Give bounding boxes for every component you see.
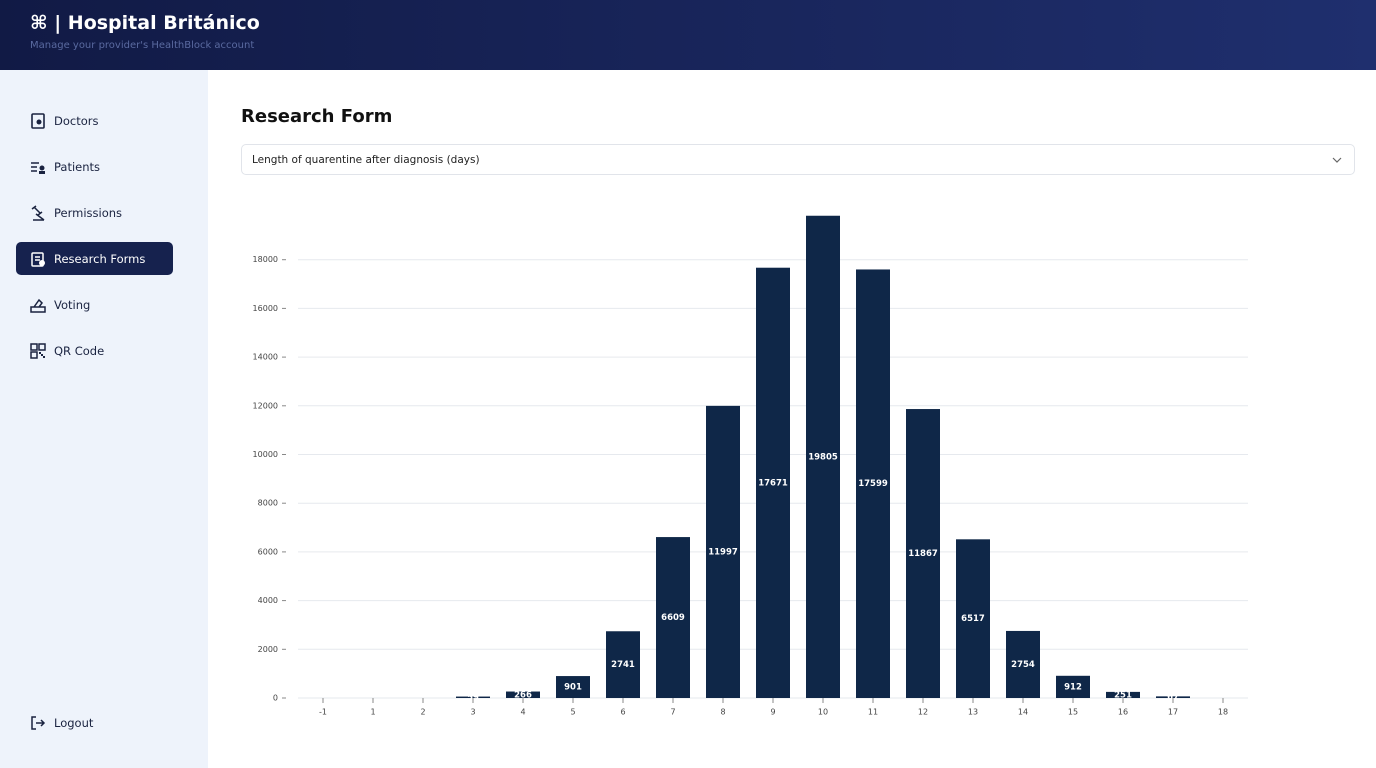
- nav-label: Logout: [54, 715, 94, 730]
- value-label: 67: [1167, 693, 1179, 703]
- bar: [456, 696, 490, 698]
- bar: [856, 269, 890, 698]
- bar: [1156, 696, 1190, 698]
- value-label: 912: [1064, 682, 1082, 692]
- value-label: 266: [514, 690, 532, 700]
- x-tick-label: 6: [620, 708, 625, 717]
- x-tick-label: 3: [470, 708, 475, 717]
- nav-item[interactable]: Patients: [16, 150, 173, 183]
- y-tick-label: 4000: [258, 596, 278, 605]
- value-label: 901: [564, 683, 582, 693]
- x-tick-label: 18: [1218, 708, 1228, 717]
- icon: [30, 342, 46, 359]
- icon: [31, 204, 45, 221]
- value-label: 11867: [908, 549, 938, 559]
- select-value: Length of quarentine after diagnosis (da…: [252, 153, 480, 166]
- x-tick-label: -1: [319, 708, 327, 717]
- nav-item[interactable]: Voting: [16, 288, 173, 321]
- x-tick-label: 14: [1018, 708, 1028, 717]
- value-label: 17671: [758, 478, 788, 488]
- nav-label: Doctors: [54, 113, 99, 128]
- x-tick-label: 8: [720, 708, 725, 717]
- x-tick-label: 4: [520, 708, 525, 717]
- bar: [556, 676, 590, 698]
- value-label: 11997: [708, 547, 738, 557]
- nav-label: Voting: [54, 297, 91, 312]
- x-tick-label: 11: [868, 708, 878, 717]
- app-title: ⌘ | Hospital Británico: [30, 12, 260, 34]
- bar: [1056, 675, 1090, 698]
- bar: [706, 405, 740, 698]
- nav-item[interactable]: QR Code: [16, 334, 173, 367]
- icon: [30, 298, 46, 313]
- y-tick-label: 18000: [253, 255, 278, 264]
- value-label: 2741: [611, 660, 635, 670]
- value-label: 251: [1114, 690, 1132, 700]
- nav-item[interactable]: Doctors: [16, 104, 173, 137]
- icon: [31, 715, 46, 730]
- nav-item[interactable]: Research Forms: [16, 242, 173, 275]
- chevron: [1332, 157, 1342, 163]
- value-label: 6609: [661, 613, 685, 623]
- bar: [1106, 691, 1140, 698]
- bar: [906, 409, 940, 698]
- form-select[interactable]: Length of quarentine after diagnosis (da…: [241, 144, 1355, 175]
- x-tick-label: 9: [770, 708, 775, 717]
- value-label: 59: [467, 693, 479, 703]
- x-tick-label: 10: [818, 708, 828, 717]
- x-tick-label: 17: [1168, 708, 1178, 717]
- y-tick-label: 0: [273, 694, 278, 703]
- header: ⌘ | Hospital Británico Manage your provi…: [0, 0, 1376, 70]
- nav-label: Research Forms: [54, 251, 146, 266]
- sidebar: Doctors Patients Permissions Research Fo…: [0, 70, 208, 768]
- app-subtitle: Manage your provider's HealthBlock accou…: [30, 40, 255, 51]
- value-label: 17599: [858, 479, 888, 489]
- y-tick-label: 16000: [253, 304, 278, 313]
- y-tick-label: 2000: [258, 645, 278, 654]
- x-tick-label: 1: [370, 708, 375, 717]
- icon: [31, 251, 45, 267]
- x-tick-label: 5: [570, 708, 575, 717]
- x-tick-label: 15: [1068, 708, 1078, 717]
- bar: [656, 537, 690, 698]
- icon: [31, 112, 45, 129]
- bar: [806, 215, 840, 699]
- nav-item[interactable]: Permissions: [16, 196, 173, 229]
- nav-label: QR Code: [54, 343, 105, 358]
- icon: [31, 161, 45, 174]
- x-tick-label: 16: [1118, 708, 1128, 717]
- x-tick-label: 7: [670, 708, 675, 717]
- value-label: 6517: [961, 614, 985, 624]
- x-tick-label: 2: [420, 708, 425, 717]
- bar: [1006, 630, 1040, 698]
- y-tick-label: 10000: [253, 450, 278, 459]
- bar: [506, 691, 540, 698]
- value-label: 19805: [808, 452, 838, 462]
- nav-label: Permissions: [54, 205, 123, 220]
- y-tick-label: 6000: [258, 547, 278, 556]
- value-label: 2754: [1011, 660, 1035, 670]
- x-tick-label: 12: [918, 708, 928, 717]
- y-tick-label: 14000: [253, 353, 278, 362]
- page-title: Research Form: [241, 106, 393, 127]
- x-tick-label: 13: [968, 708, 978, 717]
- y-tick-label: 12000: [253, 401, 278, 410]
- bar: [756, 267, 790, 698]
- logout[interactable]: Logout: [16, 706, 173, 739]
- y-tick-label: 8000: [258, 499, 278, 508]
- bar: [606, 631, 640, 698]
- bar: [956, 539, 990, 698]
- nav-label: Patients: [54, 159, 101, 174]
